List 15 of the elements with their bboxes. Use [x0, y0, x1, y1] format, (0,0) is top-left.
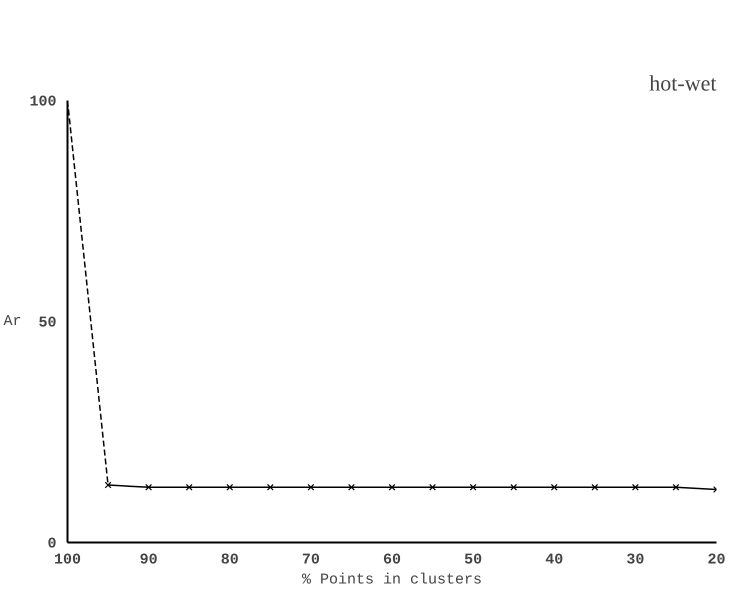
x-tick-label: 90 — [140, 552, 158, 568]
x-tick-label: 70 — [302, 552, 320, 568]
y-axis-title: Ar — [3, 313, 22, 330]
x-tick-label: 80 — [220, 552, 239, 568]
y-tick-label: 100 — [29, 94, 57, 110]
x-tick-label: 100 — [54, 552, 82, 568]
chart-title: hot-wet — [649, 70, 716, 96]
y-tick-label: 0 — [48, 536, 57, 552]
x-axis-title: % Points in clusters — [302, 572, 482, 588]
y-tick-label: 50 — [38, 314, 57, 332]
x-tick-label: 40 — [545, 552, 564, 568]
x-tick-label: 60 — [383, 552, 402, 568]
x-tick-label: 50 — [464, 552, 482, 568]
x-tick-label: 20 — [708, 552, 726, 568]
x-tick-label: 30 — [626, 552, 644, 568]
